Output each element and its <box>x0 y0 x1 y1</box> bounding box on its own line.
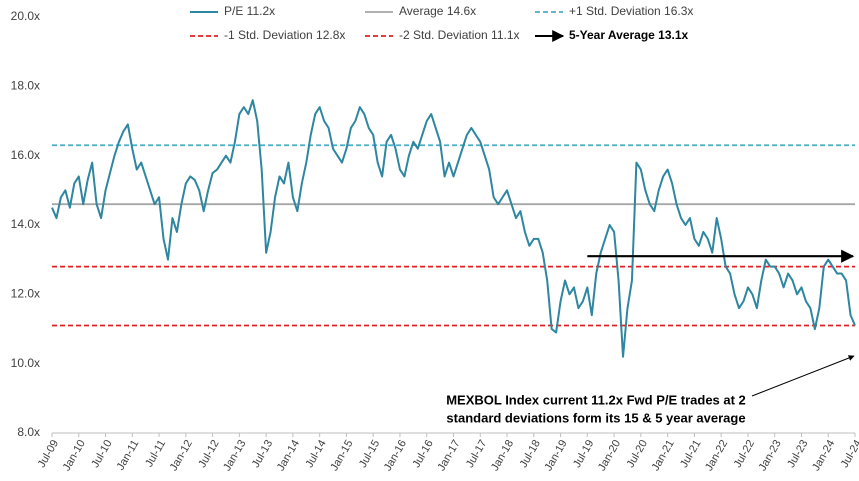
x-tick-label: Jul-20 <box>625 438 650 470</box>
x-tick-label: Jul-10 <box>89 438 114 470</box>
x-tick-label: Jan-12 <box>168 438 195 473</box>
y-tick-label: 10.0x <box>11 356 40 370</box>
x-tick-label: Jan-15 <box>328 438 355 473</box>
x-tick-label: Jul-23 <box>785 438 810 470</box>
x-tick-label: Jan-17 <box>435 438 462 473</box>
x-tick-label: Jan-21 <box>650 438 677 473</box>
x-tick-label: Jul-19 <box>571 438 596 470</box>
x-tick-label: Jul-16 <box>410 438 435 470</box>
legend-label: 5-Year Average 13.1x <box>569 28 689 42</box>
y-tick-label: 18.0x <box>11 79 40 93</box>
annotation: standard deviations form its 15 & 5 year… <box>446 410 745 425</box>
legend-label: P/E 11.2x <box>224 4 275 18</box>
x-tick-label: Jan-11 <box>115 438 142 472</box>
legend-label: -2 Std. Deviation 11.1x <box>399 28 520 42</box>
x-tick-label: Jan-14 <box>275 438 302 473</box>
x-tick-label: Jul-21 <box>678 438 703 470</box>
y-tick-label: 20.0x <box>11 9 40 23</box>
x-tick-label: Jan-18 <box>489 438 516 473</box>
annotation-arrow <box>751 355 855 397</box>
y-tick-label: 12.0x <box>11 287 40 301</box>
pe-line <box>51 99 856 358</box>
x-tick-label: Jul-18 <box>518 438 543 470</box>
x-tick-label: Jul-12 <box>196 438 221 470</box>
x-tick-label: Jul-14 <box>303 438 328 470</box>
x-tick-label: Jan-22 <box>703 438 730 473</box>
x-tick-label: Jul-09 <box>36 438 61 470</box>
annotation: MEXBOL Index current 11.2x Fwd P/E trade… <box>446 392 746 407</box>
x-tick-label: Jan-23 <box>757 438 784 473</box>
y-tick-label: 16.0x <box>11 148 40 162</box>
legend-label: +1 Std. Deviation 16.3x <box>569 4 693 18</box>
x-tick-label: Jul-17 <box>464 438 489 470</box>
legend-label: -1 Std. Deviation 12.8x <box>224 28 345 42</box>
x-tick-label: Jul-15 <box>357 438 382 470</box>
legend-label: Average 14.6x <box>399 4 476 18</box>
x-tick-label: Jan-20 <box>596 438 623 473</box>
x-tick-label: Jan-24 <box>810 438 837 473</box>
x-tick-label: Jul-22 <box>732 438 757 470</box>
x-tick-label: Jan-10 <box>61 438 88 473</box>
x-tick-label: Jan-13 <box>221 438 248 473</box>
x-tick-label: Jan-19 <box>542 438 569 473</box>
x-tick-label: Jul-11 <box>143 438 168 469</box>
x-tick-label: Jan-16 <box>382 438 409 473</box>
y-tick-label: 8.0x <box>17 425 40 439</box>
x-tick-label: Jul-24 <box>839 438 859 470</box>
x-tick-label: Jul-13 <box>250 438 275 470</box>
y-tick-label: 14.0x <box>11 217 40 231</box>
